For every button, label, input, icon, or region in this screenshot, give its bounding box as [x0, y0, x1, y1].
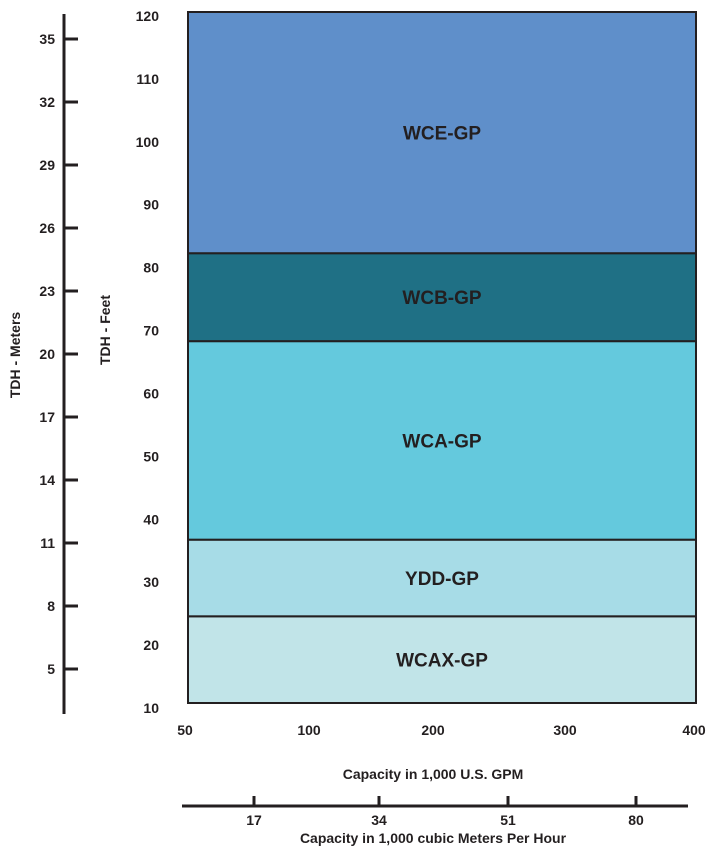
- band-label-wce-gp: WCE-GP: [403, 124, 481, 145]
- gpm-tick-label: 300: [553, 722, 577, 738]
- gpm-ticks: 50 100 200 300 400: [177, 722, 706, 738]
- feet-tick-label: 90: [143, 197, 159, 213]
- meters-axis-label: TDH - Meters: [7, 312, 23, 399]
- band-wce-gp: [187, 11, 697, 255]
- feet-tick-label: 70: [143, 323, 159, 339]
- band-label-wcb-gp: WCB-GP: [402, 288, 481, 309]
- feet-tick-label: 60: [143, 385, 159, 401]
- cmh-axis: 17 34 51 80 Capacity in 1,000 cubic Meters …: [182, 796, 688, 846]
- feet-tick-label: 20: [143, 637, 159, 653]
- feet-tick-label: 10: [143, 700, 159, 716]
- feet-tick-label: 100: [136, 134, 160, 150]
- meters-tick-label: 35: [39, 31, 55, 47]
- meters-tick-label: 32: [39, 94, 55, 110]
- band-wcax-gp: [187, 615, 697, 705]
- meters-tick-label: 11: [40, 535, 55, 551]
- feet-ticks: 120 110 100 90 80 70 60 50 40 30 20 10: [136, 8, 160, 716]
- meters-tick-label: 23: [39, 283, 55, 299]
- gpm-tick-label: 50: [177, 722, 193, 738]
- meters-tick-label: 17: [39, 409, 55, 425]
- gpm-tick-label: 200: [421, 722, 445, 738]
- bands: WCAX-GP YDD-GP WCA-GP WCB-GP WCE-GP: [187, 11, 697, 705]
- band-label-ydd-gp: YDD-GP: [405, 569, 479, 590]
- feet-tick-label: 80: [143, 260, 159, 276]
- cmh-tick-label: 34: [371, 812, 387, 828]
- cmh-tick-label: 17: [246, 812, 262, 828]
- cmh-tick-label: 80: [628, 812, 644, 828]
- gpm-tick-label: 100: [297, 722, 321, 738]
- meters-tick-label: 14: [39, 472, 55, 488]
- cmh-ticks: 17 34 51 80: [246, 796, 644, 828]
- feet-tick-label: 50: [143, 448, 159, 464]
- feet-tick-label: 40: [143, 511, 159, 527]
- meters-tick-label: 29: [39, 157, 55, 173]
- meters-ticks: 35 32 29 26 23 20 17 14 11 8 5: [39, 31, 78, 677]
- meters-axis: 35 32 29 26 23 20 17 14 11 8 5 TDH - Meters: [7, 14, 78, 714]
- band-label-wcax-gp: WCAX-GP: [396, 651, 488, 672]
- meters-tick-label: 26: [39, 220, 55, 236]
- feet-tick-label: 120: [136, 8, 160, 24]
- meters-tick-label: 20: [39, 346, 55, 362]
- band-label-wca-gp: WCA-GP: [402, 431, 481, 452]
- meters-tick-label: 5: [47, 661, 55, 677]
- feet-tick-label: 30: [143, 574, 159, 590]
- feet-tick-label: 110: [136, 71, 159, 87]
- cmh-tick-label: 51: [500, 812, 516, 828]
- gpm-tick-label: 400: [682, 722, 706, 738]
- gpm-axis-label: Capacity in 1,000 U.S. GPM: [343, 766, 524, 782]
- feet-axis-label: TDH - Feet: [97, 295, 113, 365]
- meters-tick-label: 8: [47, 598, 55, 614]
- cmh-axis-label: Capacity in 1,000 cubic Meters Per Hour: [300, 830, 567, 846]
